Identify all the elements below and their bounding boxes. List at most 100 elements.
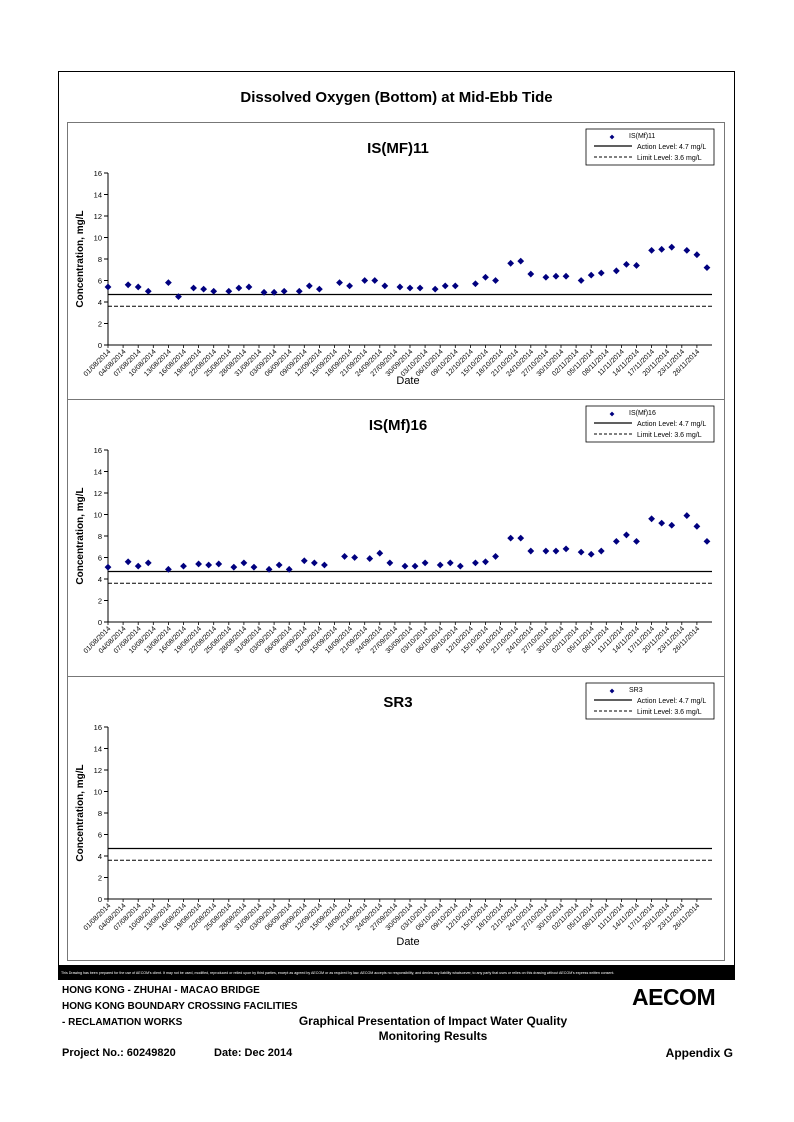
y-tick-label: 12	[94, 212, 102, 221]
data-point	[527, 547, 535, 555]
appendix-label: Appendix G	[665, 1046, 733, 1060]
chart-title: IS(Mf)16	[369, 417, 427, 434]
y-tick-label: 12	[94, 766, 102, 775]
x-axis-label: Date	[396, 936, 419, 948]
legend-label: Action Level: 4.7 mg/L	[637, 421, 706, 428]
drawing-date: Date: Dec 2014	[214, 1047, 293, 1059]
data-point	[623, 531, 630, 539]
data-point	[507, 259, 515, 267]
project-title-line-3: - RECLAMATION WORKS	[62, 1017, 183, 1028]
svg-text:AECOM: AECOM	[632, 984, 715, 1010]
data-point	[165, 565, 172, 573]
data-point	[421, 559, 429, 567]
aecom-logo: AECOM	[632, 984, 716, 1010]
data-point	[552, 547, 560, 555]
data-point	[285, 565, 293, 573]
chart-is-mf-11: IS(MF)11 0 2 4 6 8 10 12 14 16 Concentration, mg/L…	[75, 128, 715, 387]
y-tick-label: 10	[94, 788, 102, 797]
legend-label: Limit Level: 3.6 mg/L	[637, 432, 702, 439]
data-point	[527, 270, 535, 278]
data-point	[366, 555, 374, 562]
data-point	[441, 282, 449, 290]
data-point	[190, 284, 197, 292]
data-point	[517, 257, 525, 265]
data-point	[300, 557, 308, 565]
data-point	[693, 251, 701, 259]
legend-box	[585, 405, 715, 443]
legend-label: Action Level: 4.7 mg/L	[637, 144, 706, 151]
data-point	[406, 284, 414, 292]
data-point	[265, 565, 273, 573]
y-tick-label: 8	[98, 809, 102, 818]
data-point	[210, 287, 218, 295]
y-tick-label: 6	[98, 277, 102, 286]
project-title-line-2: HONG KONG BOUNDARY CROSSING FACILITIES	[62, 1001, 298, 1012]
y-tick-label: 8	[98, 532, 102, 541]
data-point	[240, 559, 248, 567]
data-point	[472, 280, 479, 288]
y-tick-label: 6	[98, 831, 102, 840]
data-point	[225, 287, 233, 295]
data-point	[436, 561, 444, 569]
page-frame	[58, 71, 735, 966]
data-point	[346, 282, 353, 290]
chart-is-mf-16: IS(Mf)16 0 2 4 6 8 10 12 14 16 Concentration, mg/L…	[75, 405, 715, 655]
data-point	[361, 277, 369, 284]
chart-title: SR3	[383, 694, 412, 711]
data-point	[165, 279, 172, 287]
chart-panel-is-mf-16: IS(Mf)16 0 2 4 6 8 10 12 14 16 Concentration, mg/L…	[67, 399, 725, 677]
data-point	[633, 262, 640, 269]
legend-marker	[609, 134, 615, 140]
data-point	[612, 537, 620, 545]
data-point	[482, 273, 489, 281]
data-point	[693, 522, 701, 530]
data-point	[336, 279, 343, 287]
y-tick-label: 10	[94, 234, 102, 243]
legend-label: Action Level: 4.7 mg/L	[637, 698, 706, 705]
data-point	[446, 559, 454, 567]
data-point	[668, 521, 676, 529]
y-tick-label: 8	[98, 255, 102, 264]
data-point	[482, 558, 489, 566]
project-title-line-1: HONG KONG - ZHUHAI - MACAO BRIDGE	[62, 985, 260, 996]
legend-label: SR3	[629, 687, 643, 694]
data-point	[104, 283, 112, 291]
data-point	[351, 554, 359, 561]
data-point	[542, 547, 550, 555]
data-point	[215, 560, 223, 568]
data-point	[205, 561, 213, 569]
data-point	[633, 537, 640, 545]
y-tick-label: 4	[98, 852, 102, 861]
y-tick-label: 14	[94, 468, 102, 477]
chart-panel-is-mf-11: IS(MF)11 0 2 4 6 8 10 12 14 16 Concentration, mg/L…	[67, 122, 725, 400]
y-tick-label: 2	[98, 597, 102, 606]
data-point	[472, 559, 479, 567]
y-tick-label: 0	[98, 341, 102, 350]
data-point	[245, 283, 253, 291]
drawing-title-line-1: Graphical Presentation of Impact Water Q…	[298, 1014, 568, 1028]
data-point	[562, 272, 570, 280]
data-point	[230, 563, 238, 571]
data-point	[144, 559, 152, 567]
data-point	[451, 282, 459, 290]
data-point	[305, 282, 313, 290]
data-point	[597, 547, 605, 555]
y-axis-label: Concentration, mg/L	[75, 764, 86, 861]
data-point	[517, 534, 525, 542]
y-tick-label: 14	[94, 745, 102, 754]
data-point	[431, 285, 439, 293]
project-number: Project No.: 60249820	[62, 1047, 176, 1059]
y-tick-label: 16	[94, 446, 102, 455]
data-point	[260, 288, 268, 296]
data-point	[416, 284, 424, 292]
data-point	[280, 287, 288, 295]
page-title: Dissolved Oxygen (Bottom) at Mid-Ebb Tid…	[240, 89, 553, 106]
data-point	[316, 285, 323, 293]
legend-label: IS(Mf)16	[629, 410, 656, 417]
data-point	[134, 562, 142, 570]
y-tick-label: 0	[98, 618, 102, 627]
data-point	[175, 293, 182, 301]
data-point	[456, 562, 464, 570]
data-point	[683, 247, 691, 254]
data-point	[270, 288, 278, 296]
